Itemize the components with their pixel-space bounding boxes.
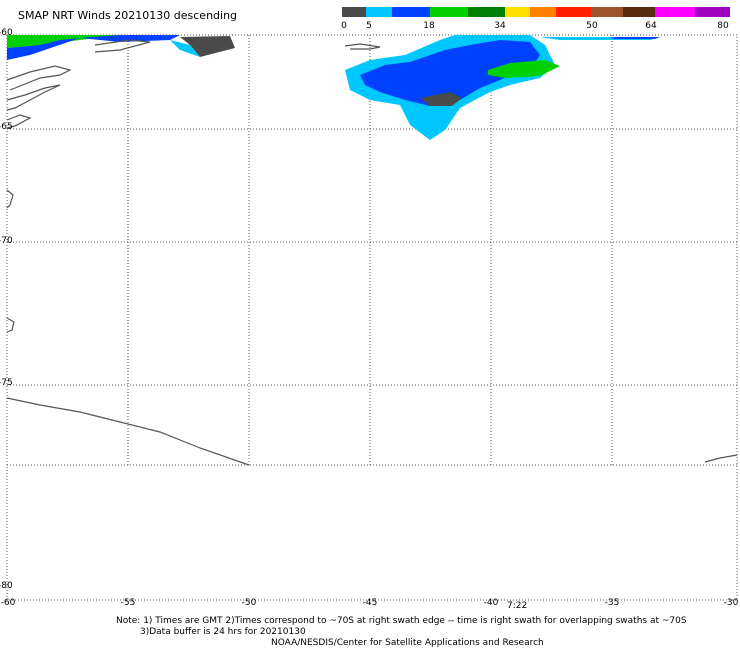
lon-label: -60 [0, 598, 16, 608]
colorbar-tick: 50 [586, 21, 598, 31]
coastlines [6, 39, 738, 466]
colorbar-segment-4 [468, 7, 505, 17]
colorbar-segment-7 [556, 7, 591, 17]
credit-line: NOAA/NESDIS/Center for Satellite Applica… [271, 638, 544, 648]
lat-label: -80 [0, 581, 13, 591]
colorbar-tick: 64 [645, 21, 657, 31]
swath-time-label: 7:22 [507, 601, 528, 611]
lon-label: -55 [120, 598, 136, 608]
colorbar-segment-9 [623, 7, 655, 17]
colorbar-segment-2 [392, 7, 430, 17]
note-line-1: Note: 1) Times are GMT 2)Times correspon… [116, 616, 687, 626]
wind-swath-left [7, 35, 235, 60]
colorbar-segment-3 [430, 7, 468, 17]
colorbar-tick: 5 [366, 21, 372, 31]
colorbar-segment-5 [505, 7, 530, 17]
colorbar-tick: 0 [341, 21, 347, 31]
colorbar-segment-11 [695, 7, 730, 17]
lat-label: -60 [0, 28, 13, 38]
lon-label: -40 [483, 598, 499, 608]
wind-swath-center [345, 35, 660, 140]
graticule [6, 34, 738, 601]
colorbar-tick: 18 [423, 21, 435, 31]
lon-label: -30 [723, 598, 739, 608]
map-title: SMAP NRT Winds 20210130 descending [18, 9, 238, 22]
colorbar-tick: 80 [717, 21, 729, 31]
lat-label: -75 [0, 378, 13, 388]
colorbar-tick: 34 [494, 21, 506, 31]
lat-label: -70 [0, 236, 13, 246]
colorbar-segment-10 [655, 7, 695, 17]
lat-label: -65 [0, 122, 13, 132]
lon-label: -50 [241, 598, 257, 608]
colorbar-segment-0 [342, 7, 366, 17]
colorbar-segment-8 [591, 7, 623, 17]
lon-label: -35 [604, 598, 620, 608]
note-line-2: 3)Data buffer is 24 hrs for 20210130 [140, 627, 306, 637]
colorbar-segment-1 [366, 7, 392, 17]
lon-label: -45 [362, 598, 378, 608]
colorbar-segment-6 [530, 7, 556, 17]
